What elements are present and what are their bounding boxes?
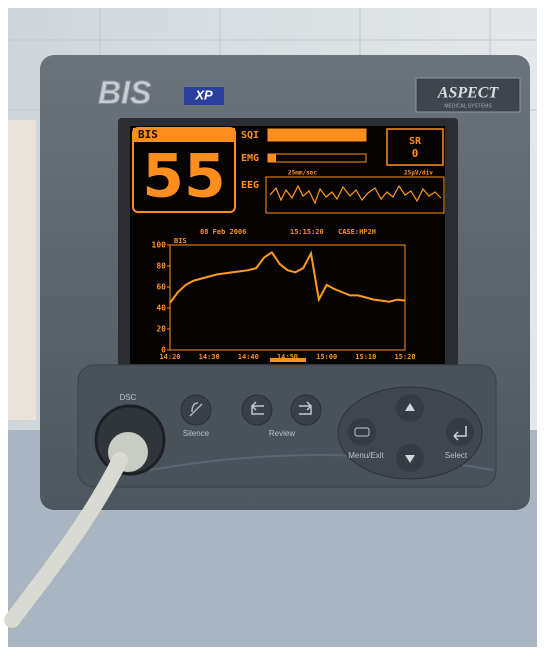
y-tick-label: 20 xyxy=(156,325,166,334)
trend-time: 15:15:20 xyxy=(290,228,324,236)
trend-case: CASE:HP2H xyxy=(338,228,376,236)
maker-logo: ASPECT xyxy=(437,85,500,102)
emg-fill xyxy=(268,154,276,162)
y-tick-label: 100 xyxy=(152,241,167,250)
brand-logo: BIS xyxy=(98,74,152,110)
x-tick-label: 15:00 xyxy=(316,353,337,361)
y-tick-label: 60 xyxy=(156,283,166,292)
eeg-scale: 25µV/div xyxy=(404,170,433,177)
dsc-label: DSC xyxy=(120,393,137,402)
x-tick-label: 15:20 xyxy=(394,353,415,361)
scroll-indicator xyxy=(270,358,306,362)
maker-subtitle: MEDICAL SYSTEMS xyxy=(444,103,492,109)
silence-label: Silence xyxy=(183,429,210,438)
menu-button[interactable] xyxy=(348,418,376,446)
emg-label: EMG xyxy=(241,153,259,164)
legend-label: BIS xyxy=(174,237,187,245)
sqi-bar xyxy=(268,129,366,141)
x-tick-label: 14:30 xyxy=(199,353,220,361)
menu-label: Menu/Exit xyxy=(348,451,384,460)
sr-label: SR xyxy=(409,136,422,147)
eeg-label: EEG xyxy=(241,180,259,191)
sr-value: 0 xyxy=(412,147,419,160)
bis-label: BIS xyxy=(138,128,158,141)
box xyxy=(8,120,36,420)
sqi-label: SQI xyxy=(241,130,259,141)
trend-date: 08 Feb 2006 xyxy=(200,228,246,236)
review-forward-button[interactable] xyxy=(291,395,321,425)
model-logo: XP xyxy=(194,87,213,102)
eeg-speed: 25mm/sec xyxy=(288,170,317,177)
review-label: Review xyxy=(269,429,295,438)
select-label: Select xyxy=(445,451,468,460)
y-tick-label: 80 xyxy=(156,262,166,271)
x-tick-label: 14:20 xyxy=(159,353,180,361)
select-button[interactable] xyxy=(446,418,474,446)
bis-value: 55 xyxy=(142,142,226,212)
x-tick-label: 15:10 xyxy=(355,353,376,361)
y-tick-label: 40 xyxy=(156,304,166,313)
photo: BIS XP ASPECT MEDICAL SYSTEMS BIS 55 SQI… xyxy=(0,0,545,655)
page: {"device": {"brand": "BIS", "model": "XP… xyxy=(0,0,545,655)
review-back-button[interactable] xyxy=(242,395,272,425)
x-tick-label: 14:40 xyxy=(238,353,259,361)
